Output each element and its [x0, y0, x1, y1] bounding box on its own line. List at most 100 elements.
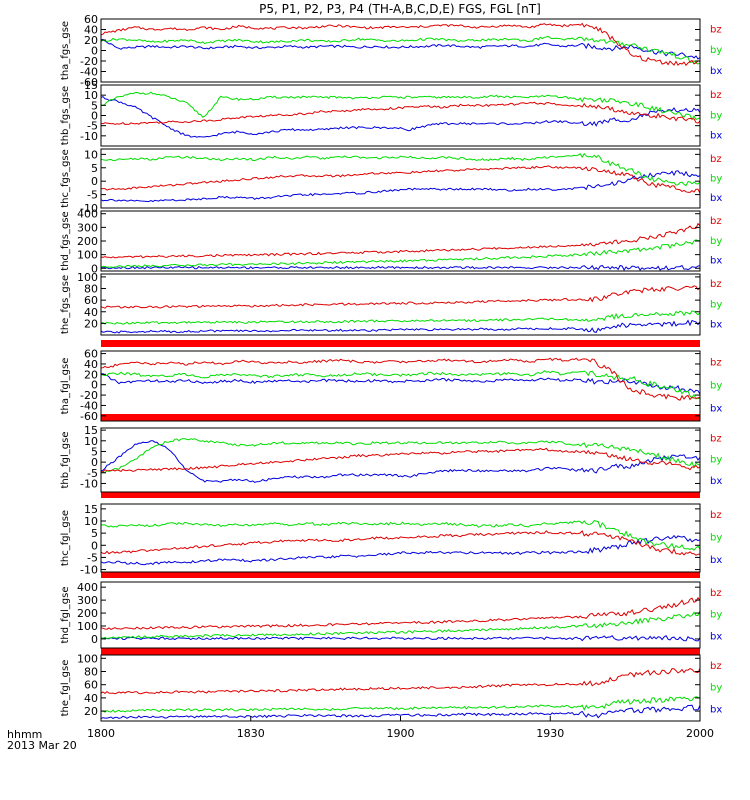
y-tick-label: -10	[80, 130, 98, 143]
y-tick-label: 5	[91, 445, 98, 458]
series-bz-line	[101, 101, 700, 126]
legend-bz: bz	[710, 661, 722, 672]
panel-label: thc_fgl_gse	[60, 510, 71, 566]
x-tick-label: 2000	[686, 727, 714, 740]
legend-by: by	[710, 299, 722, 310]
x-tick-label: 1930	[536, 727, 564, 740]
series-by-line	[101, 152, 700, 187]
legend-bx: bx	[710, 319, 722, 330]
y-tick-label: 100	[77, 271, 98, 284]
separator-band-3	[101, 492, 700, 498]
y-tick-label: 20	[84, 317, 98, 330]
series-bz-line	[101, 285, 700, 309]
y-tick-label: -60	[80, 410, 98, 423]
series-bx-line	[101, 170, 700, 203]
y-tick-label: -10	[80, 202, 98, 215]
y-tick-label: 100	[77, 249, 98, 262]
footer-units-label: hhmm	[7, 728, 42, 741]
panel-frame	[100, 18, 701, 83]
panel-frame	[100, 581, 701, 649]
series-by-line	[101, 610, 700, 640]
series-by-line	[101, 370, 700, 400]
panel-label: the_fgl_gse	[60, 660, 71, 717]
y-tick-label: 0	[91, 456, 98, 469]
legend-by: by	[710, 455, 722, 466]
separator-band-5	[101, 648, 700, 655]
y-tick-label: 0	[91, 262, 98, 275]
legend-by: by	[710, 45, 722, 56]
y-tick-label: 20	[84, 34, 98, 47]
y-tick-label: 15	[84, 79, 98, 92]
y-tick-label: -10	[80, 564, 98, 577]
y-tick-label: 40	[84, 358, 98, 371]
y-tick-label: 15	[84, 424, 98, 437]
y-tick-label: 5	[91, 162, 98, 175]
y-tick-label: 60	[84, 13, 98, 26]
panel-label: thd_fgl_gse	[60, 587, 71, 644]
series-bz-line	[101, 529, 700, 556]
y-tick-label: 400	[77, 208, 98, 221]
legend-bz: bz	[710, 216, 722, 227]
legend-bx: bx	[710, 193, 722, 204]
series-by-line	[101, 696, 700, 713]
plot-title: P5, P1, P2, P3, P4 (TH-A,B,C,D,E) FGS, F…	[259, 2, 541, 16]
legend-bz: bz	[710, 90, 722, 101]
panel-label: thc_fgs_gse	[60, 149, 71, 208]
y-tick-label: 5	[91, 527, 98, 540]
y-tick-label: 0	[91, 539, 98, 552]
series-bx-line	[101, 95, 700, 138]
separator-band-2	[101, 414, 700, 421]
y-tick-label: 0	[91, 45, 98, 58]
legend-by: by	[710, 683, 722, 694]
y-tick-label: 80	[84, 666, 98, 679]
y-tick-label: 60	[84, 679, 98, 692]
series-bz-line	[101, 22, 700, 67]
y-tick-label: -5	[87, 551, 98, 564]
panel-label: tha_fgs_gse	[60, 21, 71, 80]
panel-frame	[100, 503, 701, 573]
series-bz-line	[101, 447, 700, 473]
legend-bz: bz	[710, 279, 722, 290]
series-by-line	[101, 520, 700, 551]
series-by-line	[101, 91, 700, 121]
y-tick-label: 5	[91, 99, 98, 112]
y-tick-label: -60	[80, 76, 98, 89]
x-tick-label: 1800	[87, 727, 115, 740]
y-tick-label: 400	[77, 581, 98, 594]
legend-by: by	[710, 173, 722, 184]
y-tick-label: -40	[80, 66, 98, 79]
series-bx-line	[101, 373, 700, 395]
legend-bz: bz	[710, 434, 722, 445]
series-bz-line	[101, 596, 700, 630]
time-axis: 1800 1830 1900 1930 2000	[87, 716, 714, 740]
series-by-line	[101, 438, 700, 474]
y-tick-label: 40	[84, 306, 98, 319]
legend-bz: bz	[710, 154, 722, 165]
y-tick-label: 80	[84, 283, 98, 296]
legend-by: by	[710, 236, 722, 247]
y-tick-label: -5	[87, 467, 98, 480]
series-bx-line	[101, 704, 700, 720]
legend-bx: bx	[710, 555, 722, 566]
series-bx-line	[101, 534, 700, 566]
y-tick-label: 300	[77, 221, 98, 234]
y-tick-label: 100	[77, 620, 98, 633]
series-by-line	[101, 239, 700, 268]
y-tick-label: 100	[77, 652, 98, 665]
y-tick-label: -40	[80, 399, 98, 412]
panel-label: thb_fgl_gse	[60, 432, 71, 489]
y-tick-label: -5	[87, 189, 98, 202]
panel-frame	[100, 210, 701, 272]
legend-bx: bx	[710, 404, 722, 415]
series-bz-line	[101, 667, 700, 695]
series-bx-line	[101, 440, 700, 483]
separator-band-4	[101, 572, 700, 578]
y-tick-label: 15	[84, 503, 98, 516]
